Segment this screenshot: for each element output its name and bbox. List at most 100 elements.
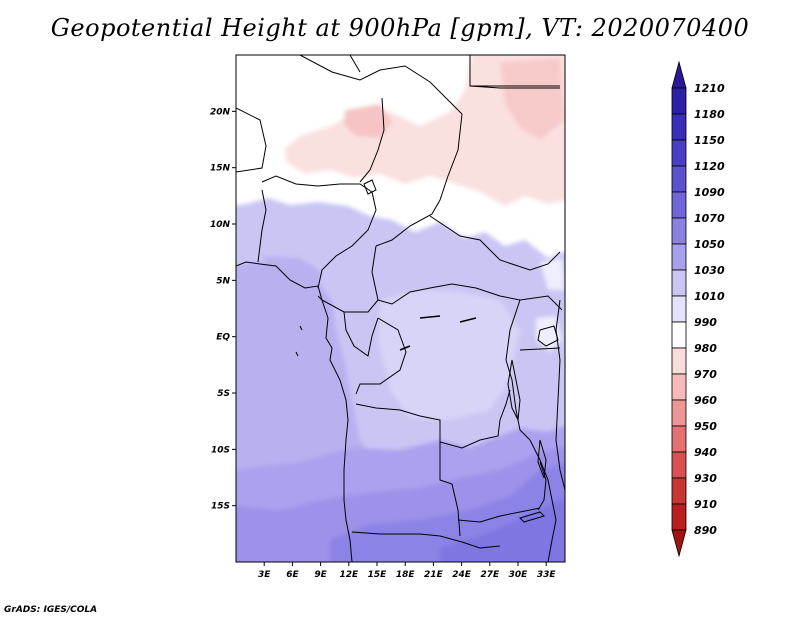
colorbar-swatch [671, 373, 687, 401]
coastline [236, 261, 353, 562]
border-sudan-east [469, 85, 560, 89]
border-mozambique [529, 439, 557, 562]
border-benin [257, 189, 267, 263]
x-tick-label: 33E [537, 570, 557, 580]
border-east-coast [555, 299, 565, 491]
chart-title: Geopotential Height at 900hPa [gpm], VT:… [50, 14, 750, 42]
border-mali-niger [236, 107, 267, 173]
x-axis: 3E 6E 9E 12E 15E 18E 21E 24E 27E 30E 33E [258, 562, 556, 580]
border-congo-drc [355, 317, 407, 395]
y-tick-label: EQ [216, 333, 230, 343]
colorbar-swatch [671, 451, 687, 479]
colorbar-swatch [671, 191, 687, 219]
colorbar-swatch [671, 321, 687, 349]
field-pink-north [285, 55, 565, 206]
x-tick-label: 3E [258, 570, 271, 580]
x-tick-label: 9E [314, 570, 327, 580]
y-axis: 20N 15N 10N 5N EQ 5S 10S 15S [210, 107, 236, 512]
y-tick-label: 5S [217, 389, 230, 399]
x-tick-label: 12E [339, 570, 359, 580]
colorbar-swatch [671, 139, 687, 167]
x-tick-label: 15E [368, 570, 388, 580]
y-tick-label: 10N [210, 220, 231, 230]
field-ea-highland-2 [540, 258, 565, 290]
islands [295, 295, 323, 357]
border-drc-east [505, 299, 531, 441]
colorbar: 1210 1180 1150 1120 1090 1070 1050 1030 1010 990 9… [671, 60, 725, 558]
colorbar-level-label: 990 [694, 316, 717, 329]
x-tick-label: 27E [480, 570, 500, 580]
height-field [236, 55, 565, 562]
field-gulf-tongue [262, 256, 322, 290]
border-chad-sudan [375, 113, 463, 247]
colorbar-level-label: 1150 [694, 134, 725, 147]
border-gabon-congo [343, 311, 379, 357]
colorbar-level-label: 1050 [694, 238, 725, 251]
colorbar-level-label: 930 [694, 472, 717, 485]
map-borders [236, 55, 565, 562]
congo-river [399, 315, 477, 351]
lake-malawi [537, 439, 547, 479]
border-angola-namibia [351, 531, 501, 549]
colorbar-level-label: 910 [694, 498, 717, 511]
y-tick-label: 20N [210, 107, 231, 117]
colorbar-swatch [671, 347, 687, 375]
colorbar-level-label: 1030 [694, 264, 725, 277]
border-libya [349, 55, 361, 73]
border-malawi [537, 461, 547, 511]
field-atlantic [236, 262, 380, 480]
colorbar-level-label: 1010 [694, 290, 725, 303]
border-cameroon-gabon [321, 299, 379, 313]
field-southeast-core [440, 499, 565, 562]
colorbar-swatch [671, 87, 687, 115]
colorbar-level-label: 940 [694, 446, 717, 459]
border-angola-zambia [439, 442, 461, 537]
colorbar-swatch [671, 113, 687, 141]
colorbar-level-label: 1120 [694, 160, 725, 173]
x-tick-label: 24E [452, 570, 472, 580]
border-zambia-zim [457, 507, 541, 523]
lake-chad [363, 179, 377, 195]
colorbar-arrow-top [671, 60, 687, 89]
colorbar-swatch [671, 503, 687, 531]
colorbar-swatch [671, 425, 687, 453]
border-drc-angola [355, 389, 511, 449]
x-tick-label: 6E [286, 570, 299, 580]
colorbar-level-label: 1180 [694, 108, 725, 121]
x-tick-label: 21E [424, 570, 444, 580]
colorbar-swatch [671, 243, 687, 271]
lake-tanganyika [507, 359, 521, 422]
field-congo-light [378, 290, 520, 420]
border-tanzania [519, 347, 561, 351]
border-car [371, 245, 521, 305]
field-pink-core2 [344, 104, 392, 138]
colorbar-level-label: 970 [694, 368, 717, 381]
field-pink-core [500, 58, 565, 140]
colorbar-level-label: 890 [694, 524, 717, 537]
colorbar-level-label: 1210 [694, 82, 725, 95]
border-nigeria-cameroon [317, 191, 377, 289]
colorbar-swatch [671, 295, 687, 323]
y-tick-label: 15S [211, 502, 230, 512]
y-tick-label: 15N [210, 164, 231, 174]
border-uganda-kenya [519, 295, 563, 311]
lake-victoria [537, 325, 559, 347]
border-niger-chad [359, 97, 385, 183]
colorbar-swatch [671, 165, 687, 193]
colorbar-level-label: 960 [694, 394, 717, 407]
border-algeria-niger [299, 55, 463, 115]
x-tick-label: 30E [509, 570, 529, 580]
border-niger-nigeria [261, 175, 373, 193]
border-sudan-ss [429, 215, 561, 271]
colorbar-level-label: 950 [694, 420, 717, 433]
lake-kariba [519, 511, 545, 523]
colorbar-swatch [671, 399, 687, 427]
colorbar-swatch [671, 477, 687, 505]
colorbar-swatch [671, 269, 687, 297]
x-tick-label: 18E [396, 570, 416, 580]
y-tick-label: 10S [211, 445, 230, 455]
colorbar-arrow-bottom [671, 529, 687, 558]
plot-frame [235, 54, 566, 563]
colorbar-swatch [671, 217, 687, 245]
